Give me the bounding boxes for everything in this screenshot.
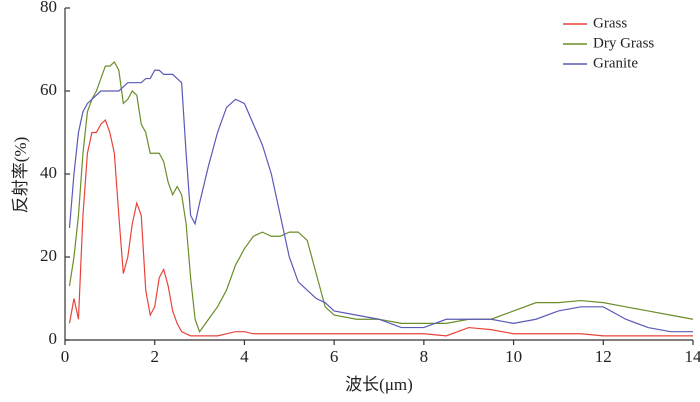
x-tick-label: 4	[240, 347, 249, 366]
x-tick-label: 12	[595, 347, 612, 366]
x-axis-label: 波长(μm)	[345, 375, 413, 394]
legend-label: Dry Grass	[593, 35, 654, 51]
x-tick-label: 2	[150, 347, 159, 366]
legend-label: Grass	[593, 15, 627, 31]
x-tick-label: 10	[505, 347, 522, 366]
y-tick-label: 0	[49, 329, 58, 348]
series-line	[68, 69, 693, 333]
y-tick-label: 20	[40, 246, 57, 265]
x-tick-label: 14	[685, 347, 700, 366]
x-tick-label: 0	[61, 347, 70, 366]
y-tick-label: 80	[40, 0, 57, 16]
series-line	[68, 60, 694, 333]
x-tick-label: 8	[420, 347, 429, 366]
y-axis-label: 反射率(%)	[11, 137, 30, 213]
legend-label: Granite	[593, 55, 638, 71]
y-tick-label: 40	[40, 163, 57, 182]
y-tick-label: 60	[40, 80, 57, 99]
x-tick-label: 6	[330, 347, 339, 366]
series-line	[68, 118, 693, 337]
